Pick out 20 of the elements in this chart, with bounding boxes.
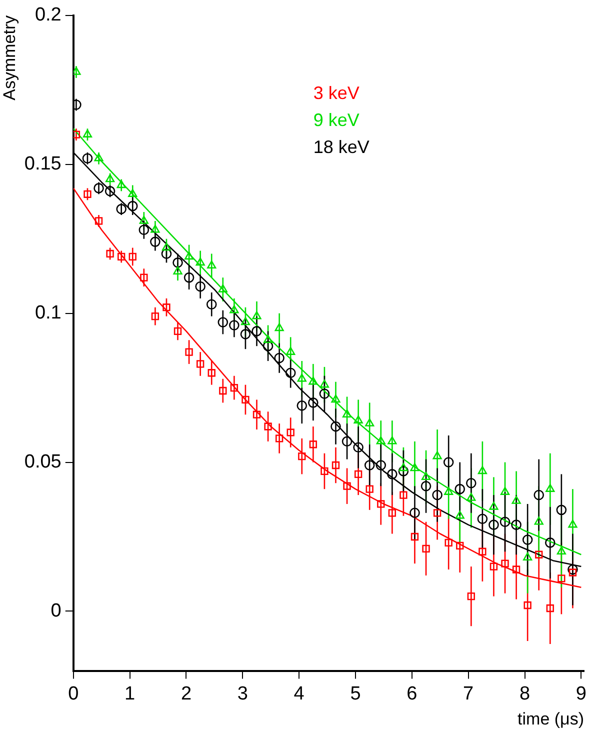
text: 3 keV bbox=[313, 83, 360, 104]
y-axis-title: Asymmetry bbox=[0, 14, 19, 100]
x-tick-label: 7 bbox=[463, 683, 474, 704]
x-tick-label: 0 bbox=[68, 683, 79, 704]
x-tick-label: 3 bbox=[237, 683, 248, 704]
x-tick-label: 9 bbox=[576, 683, 586, 704]
x-axis-title: time (μs) bbox=[518, 709, 584, 728]
y-tick-label: 0.1 bbox=[34, 302, 62, 324]
x-tick-label: 8 bbox=[519, 683, 530, 704]
text: 18 keV bbox=[313, 137, 370, 158]
y-tick-label: 0.15 bbox=[24, 154, 62, 175]
y-tick-label: 0.2 bbox=[34, 4, 62, 26]
x-tick-label: 2 bbox=[180, 683, 192, 704]
y-tick-label: 0.05 bbox=[24, 452, 62, 472]
x-tick-label: 5 bbox=[350, 683, 361, 704]
y-tick-label: 0 bbox=[50, 600, 62, 622]
x-tick-label: 1 bbox=[124, 683, 136, 704]
x-tick-label: 4 bbox=[294, 683, 305, 704]
x-tick-label: 6 bbox=[406, 683, 418, 704]
text: 9 keV bbox=[313, 110, 360, 130]
